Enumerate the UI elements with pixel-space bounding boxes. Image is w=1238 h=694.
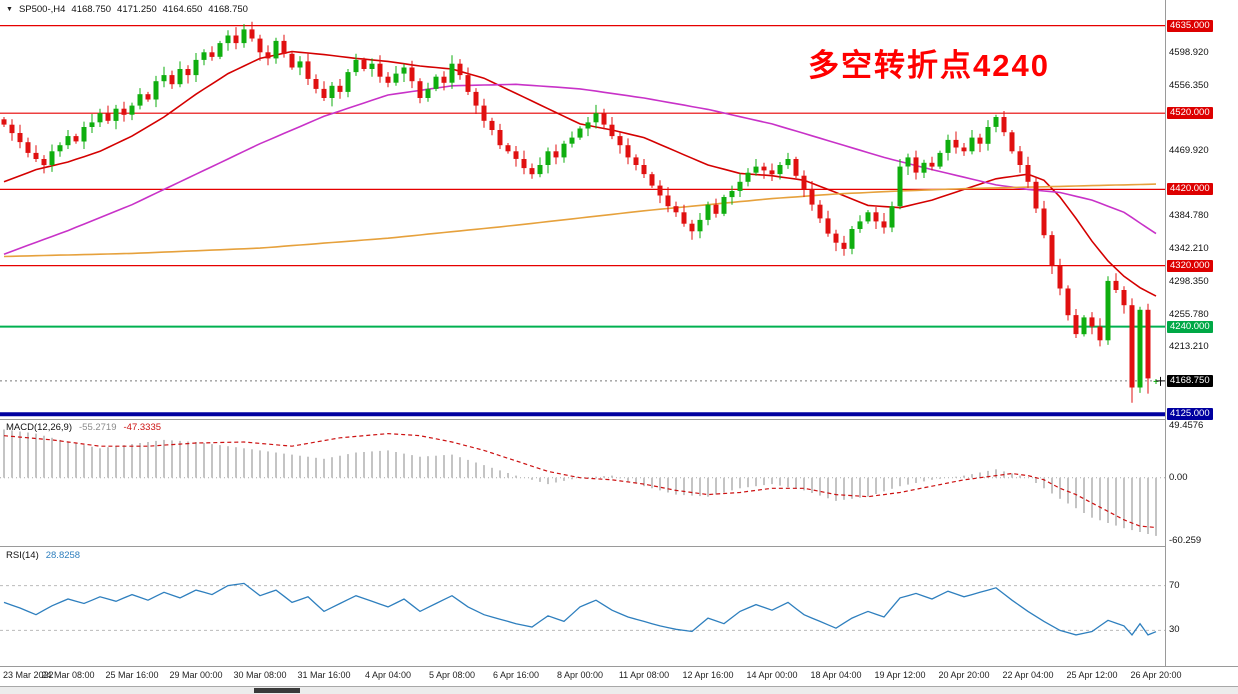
macd-signal-line <box>3 432 1157 529</box>
bar-high-value: 4171.250 <box>117 4 157 15</box>
rsi-name: RSI(14) <box>6 550 39 561</box>
annotation-text: 多空转折点4240 <box>808 48 1050 83</box>
bar-low-value: 4164.650 <box>162 4 203 15</box>
price-axis[interactable] <box>1166 0 1238 666</box>
bottom-scrollbar-track[interactable] <box>0 686 1238 694</box>
time-axis[interactable] <box>0 667 1238 685</box>
chart-header: ▼ SP500-,H4 4168.750 4171.250 4164.650 4… <box>6 4 248 15</box>
symbol-timeframe-label: SP500-,H4 <box>18 4 66 15</box>
ma-slow-orange <box>3 183 1157 258</box>
bar-open-value: 4168.750 <box>71 4 112 15</box>
price-cross-marker <box>1156 376 1165 386</box>
rsi-value: 28.8258 <box>45 550 81 561</box>
rsi-indicator-label: RSI(14) 28.8258 <box>6 550 80 561</box>
macd-indicator-label: MACD(12,26,9) -55.2719 -47.3335 <box>6 422 161 433</box>
collapse-quotes-icon[interactable]: ▼ <box>6 6 13 13</box>
macd-main-value: -55.2719 <box>79 422 117 433</box>
bar-close-value: 4168.750 <box>208 4 248 15</box>
macd-signal-value: -47.3335 <box>123 422 162 433</box>
scrollbar-thumb[interactable] <box>254 688 300 693</box>
ma-mid-magenta <box>3 83 1157 255</box>
macd-name: MACD(12,26,9) <box>6 422 72 433</box>
rsi-line <box>3 582 1157 636</box>
